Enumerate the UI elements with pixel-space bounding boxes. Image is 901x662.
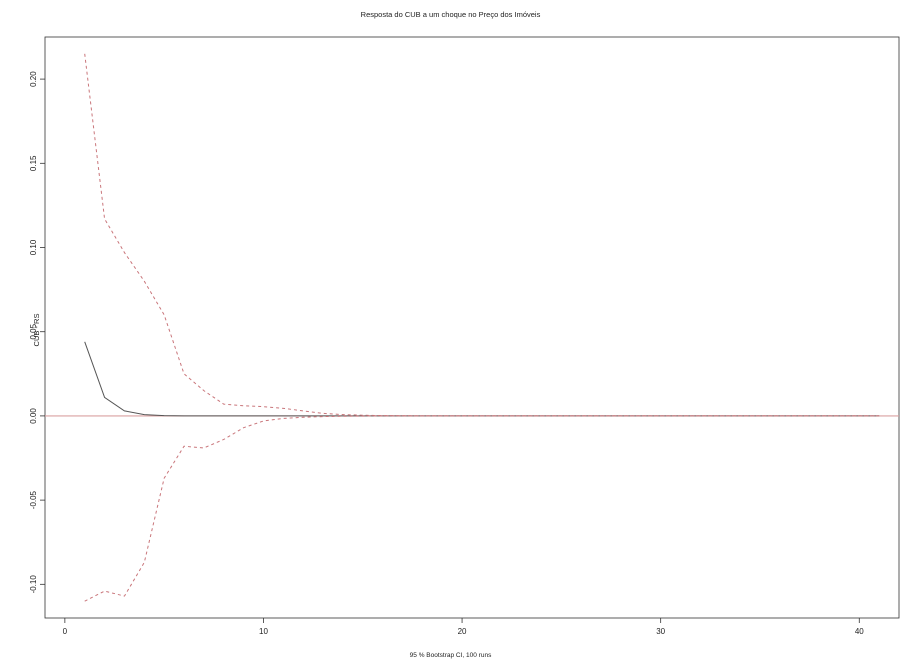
y-tick-label: 0.00 — [29, 408, 38, 424]
y-tick-label: 0.10 — [29, 239, 38, 255]
x-tick-label: 20 — [458, 627, 467, 636]
y-tick-label: 0.05 — [29, 323, 38, 339]
y-tick-label: 0.20 — [29, 71, 38, 87]
x-tick-label: 10 — [259, 627, 268, 636]
x-tick-label: 0 — [63, 627, 68, 636]
plot-frame — [45, 37, 899, 618]
y-tick-label: -0.05 — [29, 490, 38, 509]
upper-ci-line — [85, 54, 879, 416]
y-tick-label: -0.10 — [29, 575, 38, 594]
x-tick-label: 40 — [855, 627, 864, 636]
x-tick-label: 30 — [656, 627, 665, 636]
impulse-response-line — [85, 342, 879, 416]
lower-ci-line — [85, 416, 879, 601]
y-tick-label: 0.15 — [29, 155, 38, 171]
